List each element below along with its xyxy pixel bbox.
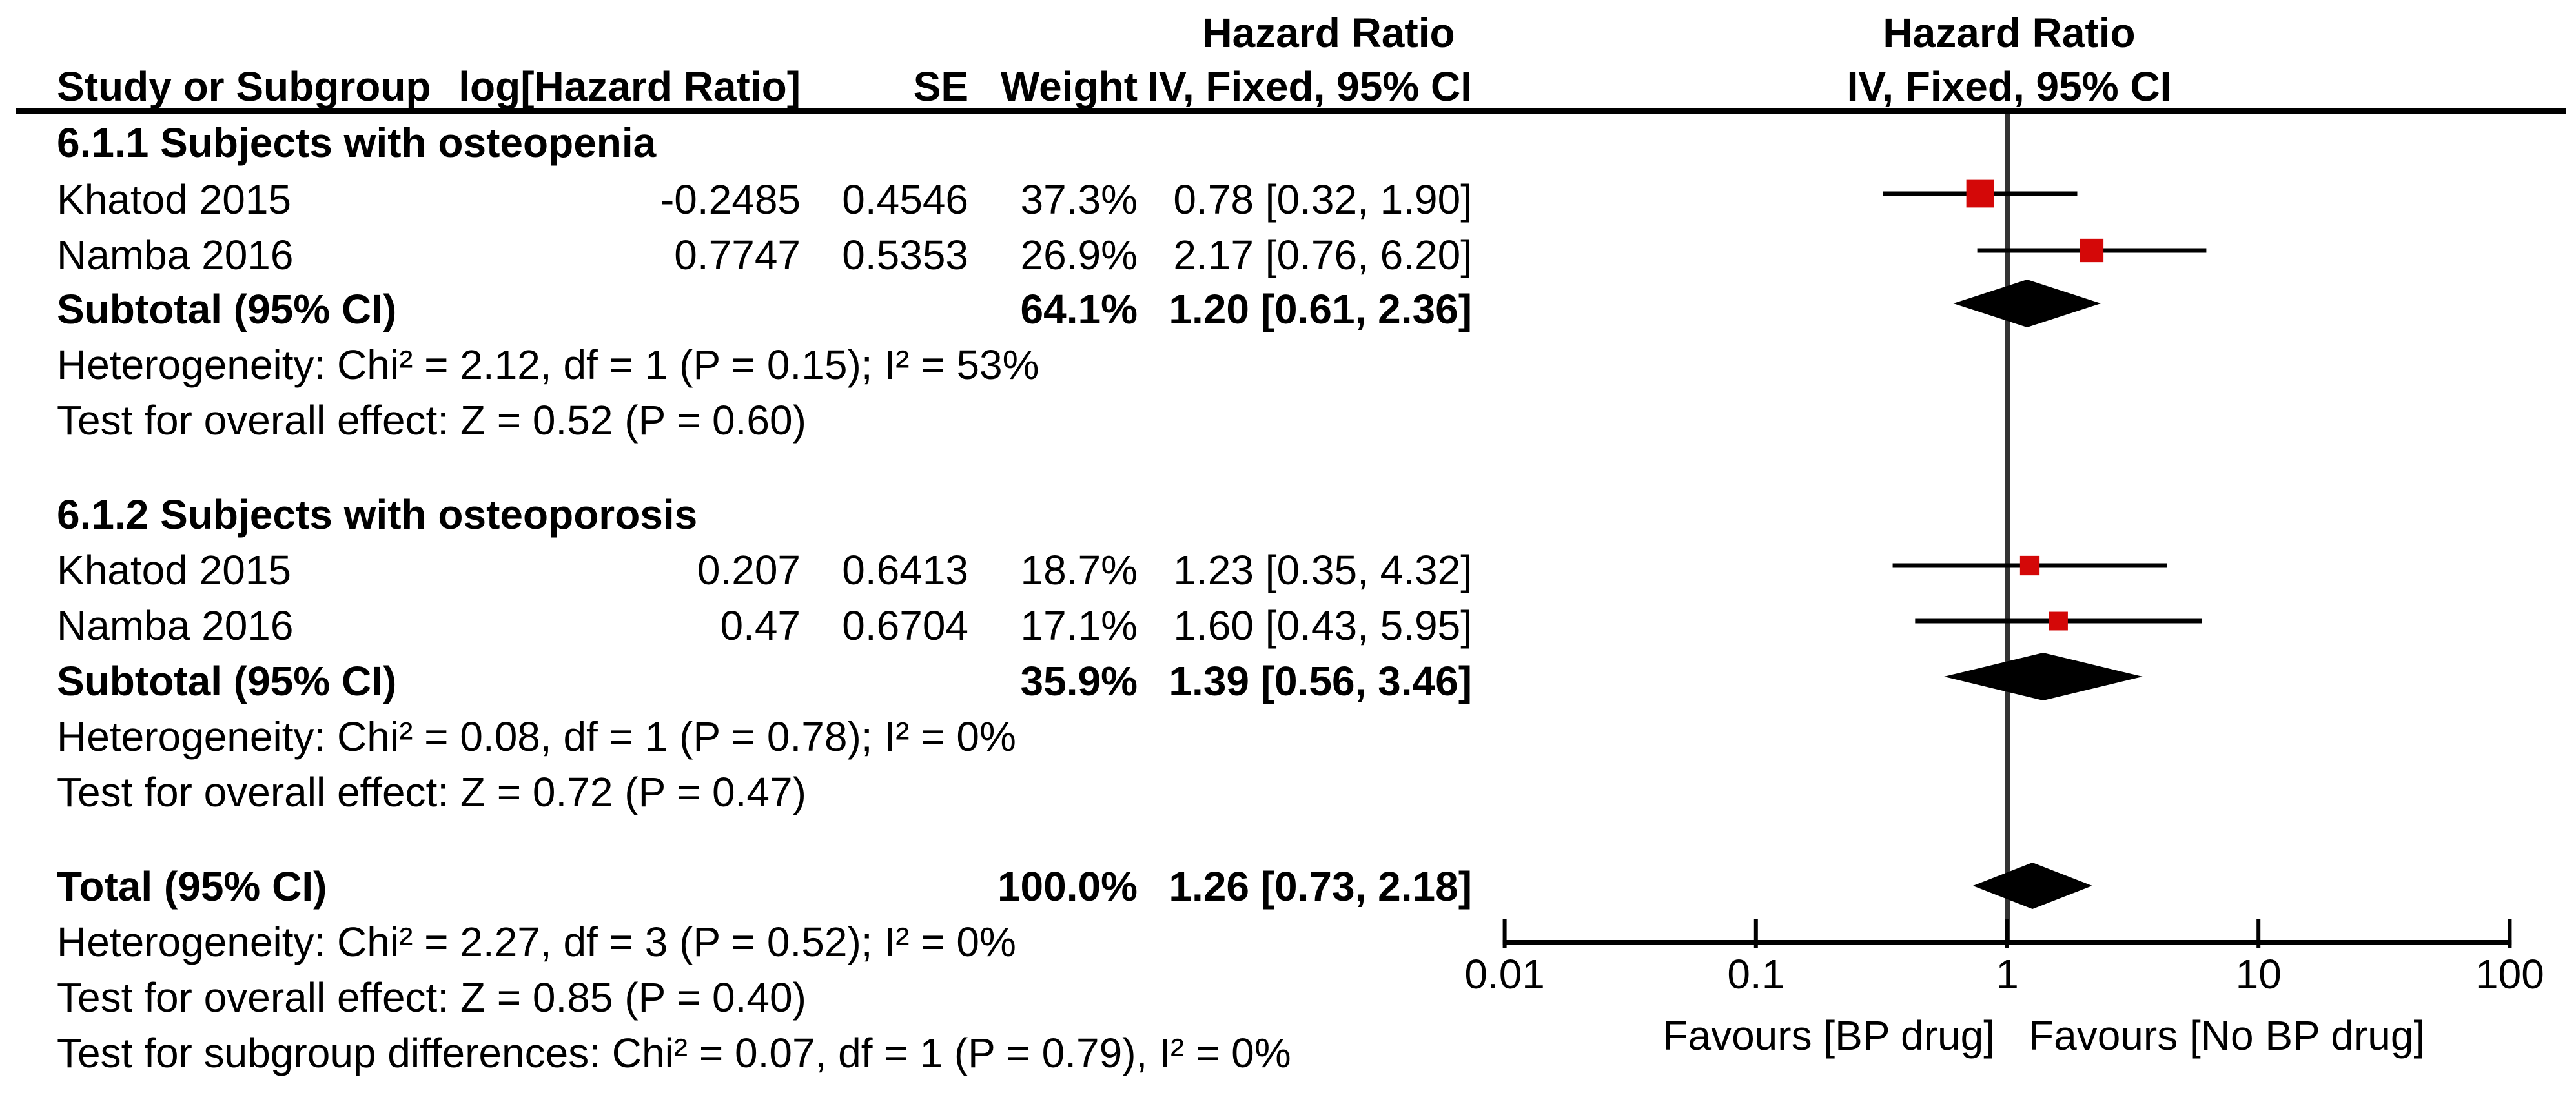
favours-left-label: Favours [BP drug] [1662, 1012, 1995, 1059]
subtotal-label: Subtotal (95% CI) [57, 658, 397, 704]
study-weight: 37.3% [1020, 176, 1138, 223]
total-diamond [1972, 863, 2092, 909]
reference-line [2005, 114, 2010, 945]
col-header-loghr: log[Hazard Ratio] [458, 63, 801, 110]
total-label: Total (95% CI) [57, 863, 327, 910]
subtotal-diamond [1953, 280, 2101, 327]
plot-effect-title: Hazard Ratio [1883, 10, 2136, 56]
study-loghr: 0.47 [720, 602, 801, 649]
axis-tick-mark [1502, 919, 1507, 948]
effect-square [2019, 555, 2040, 576]
study-loghr: 0.207 [697, 547, 801, 593]
subgroup-differences-note: Test for subgroup differences: Chi² = 0.… [57, 1030, 1291, 1076]
axis-tick-label: 100 [2475, 951, 2544, 997]
study-se: 0.6704 [842, 602, 968, 649]
group-heading: 6.1.1 Subjects with osteopenia [57, 119, 657, 166]
axis-tick-label: 10 [2235, 951, 2282, 997]
col-header-plot-ci: IV, Fixed, 95% CI [1846, 63, 2172, 110]
subtotal-ci: 1.39 [0.56, 3.46] [1169, 658, 1472, 704]
study-ci: 0.78 [0.32, 1.90] [1173, 176, 1472, 223]
heterogeneity-note: Heterogeneity: Chi² = 0.08, df = 1 (P = … [57, 713, 1016, 760]
study-name: Khatod 2015 [57, 547, 291, 593]
subtotal-weight: 35.9% [1020, 658, 1138, 704]
subtotal-diamond [1943, 653, 2143, 700]
axis-tick-label: 0.01 [1464, 951, 1545, 997]
study-name: Khatod 2015 [57, 176, 291, 223]
axis-tick-mark [2005, 919, 2009, 948]
col-header-se: SE [913, 63, 968, 110]
group-heading: 6.1.2 Subjects with osteoporosis [57, 491, 698, 538]
axis-tick-mark [2256, 919, 2261, 948]
study-se: 0.6413 [842, 547, 968, 593]
study-ci: 2.17 [0.76, 6.20] [1173, 232, 1472, 278]
study-ci: 1.23 [0.35, 4.32] [1173, 547, 1472, 593]
study-loghr: -0.2485 [660, 176, 801, 223]
overall-effect-note: Test for overall effect: Z = 0.72 (P = 0… [57, 769, 806, 815]
study-se: 0.4546 [842, 176, 968, 223]
effect-square [2080, 238, 2104, 263]
table-effect-title: Hazard Ratio [1202, 10, 1455, 56]
col-header-study: Study or Subgroup [57, 63, 431, 110]
study-ci: 1.60 [0.43, 5.95] [1173, 602, 1472, 649]
axis-tick-label: 0.1 [1727, 951, 1785, 997]
col-header-ci: IV, Fixed, 95% CI [1147, 63, 1472, 110]
subtotal-ci: 1.20 [0.61, 2.36] [1169, 286, 1472, 332]
total-weight: 100.0% [997, 863, 1138, 910]
effect-square [2049, 611, 2068, 631]
favours-right-label: Favours [No BP drug] [2029, 1012, 2426, 1059]
axis-tick-mark [1753, 919, 1758, 948]
subtotal-label: Subtotal (95% CI) [57, 286, 397, 332]
study-name: Namba 2016 [57, 602, 294, 649]
overall-effect-note: Test for overall effect: Z = 0.85 (P = 0… [57, 974, 806, 1021]
total-ci: 1.26 [0.73, 2.18] [1169, 863, 1472, 910]
heterogeneity-note: Heterogeneity: Chi² = 2.12, df = 1 (P = … [57, 342, 1039, 388]
effect-square [1966, 179, 1994, 208]
heterogeneity-note: Heterogeneity: Chi² = 2.27, df = 3 (P = … [57, 919, 1016, 965]
study-weight: 26.9% [1020, 232, 1138, 278]
study-name: Namba 2016 [57, 232, 294, 278]
study-weight: 18.7% [1020, 547, 1138, 593]
header-rule [16, 108, 2566, 114]
study-weight: 17.1% [1020, 602, 1138, 649]
axis-tick-mark [2508, 919, 2512, 948]
study-loghr: 0.7747 [674, 232, 801, 278]
col-header-weight: Weight [1000, 63, 1138, 110]
axis-tick-label: 1 [1996, 951, 2019, 997]
subtotal-weight: 64.1% [1020, 286, 1138, 332]
overall-effect-note: Test for overall effect: Z = 0.52 (P = 0… [57, 397, 806, 444]
study-se: 0.5353 [842, 232, 968, 278]
